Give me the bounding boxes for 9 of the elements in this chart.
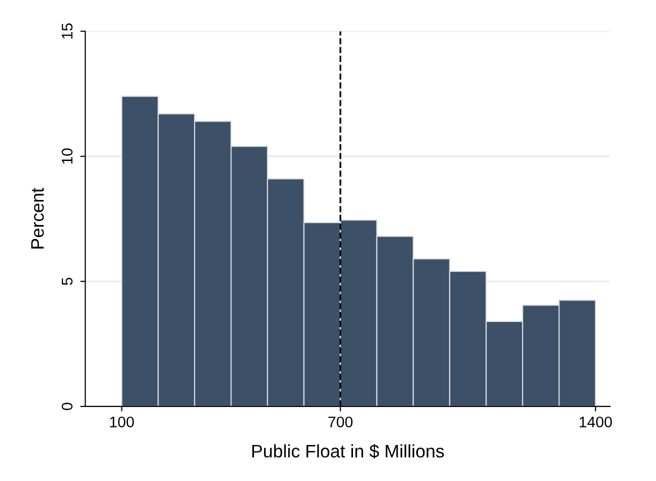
y-tick-label: 10	[62, 148, 73, 164]
y-tick-label: 5	[62, 278, 73, 286]
y-tick-label: 0	[62, 402, 73, 410]
y-axis-title: Percent	[31, 188, 44, 248]
x-axis-title: Public Float in $ Millions	[252, 444, 444, 459]
x-tick-label: 100	[110, 416, 134, 428]
x-tick-label: 1400	[580, 416, 612, 428]
y-tick-label: 15	[62, 23, 73, 39]
x-tick-label: 700	[328, 416, 353, 428]
